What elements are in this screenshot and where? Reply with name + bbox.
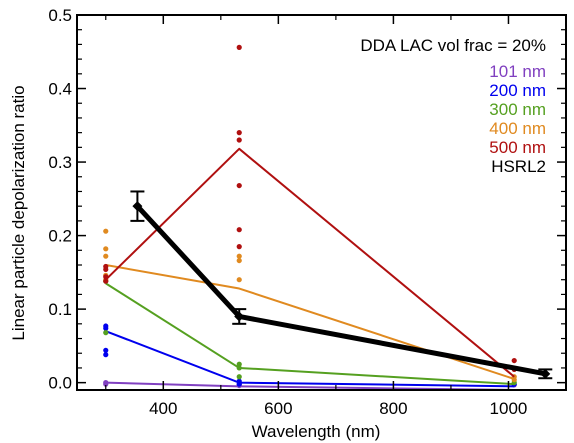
series-line xyxy=(135,204,546,377)
data-point xyxy=(103,352,109,358)
legend-entry: HSRL2 xyxy=(491,157,546,176)
data-point xyxy=(103,347,109,353)
data-point xyxy=(236,227,242,233)
y-tick-label: 0.4 xyxy=(48,80,72,99)
data-point xyxy=(103,274,109,280)
data-point xyxy=(103,325,109,331)
data-point xyxy=(103,278,109,284)
data-point xyxy=(236,257,242,264)
data-point xyxy=(236,277,242,283)
data-point xyxy=(103,266,109,273)
data-point xyxy=(236,374,242,380)
legend-entry: 400 nm xyxy=(489,119,546,138)
chart-marks xyxy=(103,44,553,391)
observation-marker xyxy=(234,311,245,322)
data-point xyxy=(236,361,242,367)
observation-marker xyxy=(540,368,551,379)
data-point xyxy=(511,377,517,383)
legend-entry: 101 nm xyxy=(489,62,546,81)
data-point xyxy=(511,357,517,364)
y-tick-label: 0.2 xyxy=(48,227,72,246)
data-point xyxy=(103,330,109,336)
chart-annotation: DDA LAC vol frac = 20% xyxy=(360,36,546,55)
series-line xyxy=(105,282,515,386)
legend-entry: 200 nm xyxy=(489,81,546,100)
observation-marker xyxy=(132,201,143,212)
data-point xyxy=(103,253,109,259)
y-tick-label: 0.0 xyxy=(48,374,72,393)
y-tick-label: 0.5 xyxy=(48,6,72,25)
x-tick-label: 400 xyxy=(149,399,177,418)
y-axis-title: Linear particle depolarization ratio xyxy=(9,85,28,340)
x-tick-label: 800 xyxy=(379,399,407,418)
plot-frame xyxy=(76,14,567,391)
y-tick-label: 0.3 xyxy=(48,153,72,172)
data-point xyxy=(236,130,242,136)
x-tick-label: 1000 xyxy=(490,399,528,418)
x-axis-title: Wavelength (nm) xyxy=(252,422,381,441)
data-point xyxy=(236,182,242,189)
chart-axes: 400 600 800 1000 0.0 0.1 0.2 0.3 0.4 0.5 xyxy=(48,6,567,418)
data-point xyxy=(103,246,109,252)
legend-entry: 500 nm xyxy=(489,138,546,157)
data-point xyxy=(236,381,242,387)
data-point xyxy=(103,228,109,234)
legend-entry: 300 nm xyxy=(489,100,546,119)
data-point xyxy=(236,365,242,371)
series-line xyxy=(105,147,515,378)
data-point xyxy=(236,244,242,250)
data-point xyxy=(236,253,242,259)
y-tick-label: 0.1 xyxy=(48,300,72,319)
data-point xyxy=(103,381,109,387)
data-point xyxy=(236,44,242,50)
data-point xyxy=(236,137,242,143)
x-tick-label: 600 xyxy=(264,399,292,418)
